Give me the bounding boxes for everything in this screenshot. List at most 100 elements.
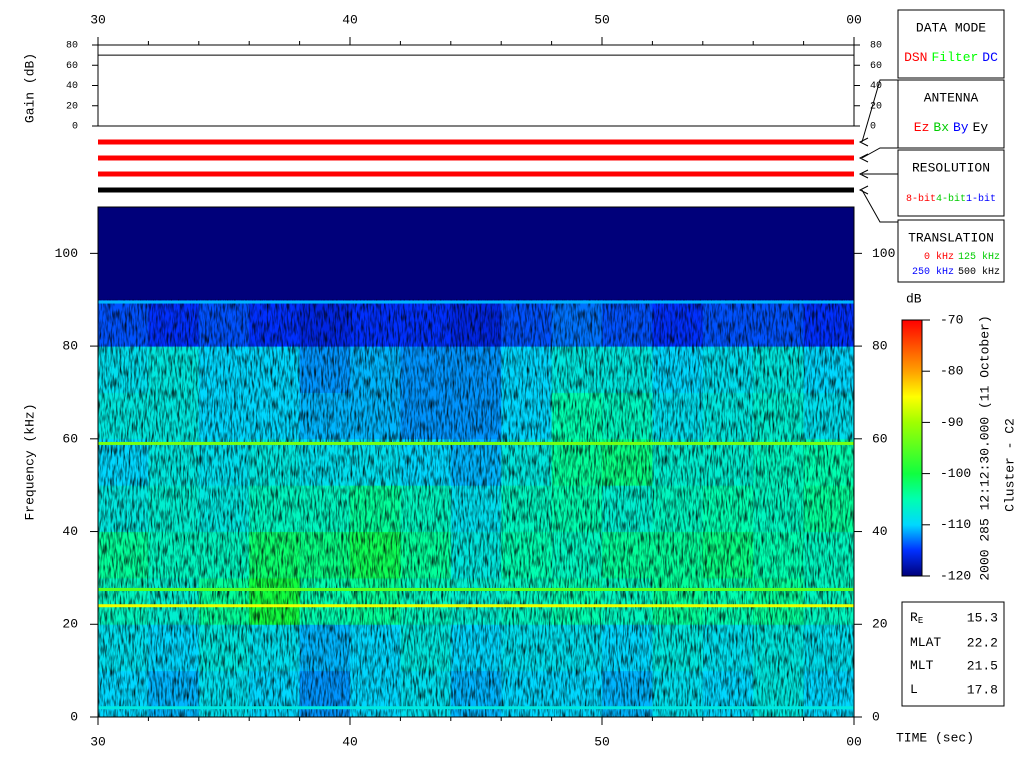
gain-axis-label: Gain (dB) (22, 53, 37, 123)
y-tick-label: 20 (872, 617, 888, 632)
ephemeris-label-sub: E (918, 616, 923, 626)
heat-cell (299, 207, 351, 301)
caption-date: 2000 285 12:12:30.000 (11 October) (977, 315, 992, 580)
legend-row: Ez Bx By Ey (914, 120, 989, 135)
legend-entry: 0 kHz (924, 251, 954, 263)
legend-title: RESOLUTION (912, 160, 990, 175)
connectors (861, 79, 898, 223)
ephemeris-value: 22.2 (967, 635, 998, 650)
colorbar-title: dB (906, 291, 922, 306)
ephemeris-label-text: MLT (910, 658, 934, 673)
y-tick-label: 20 (870, 101, 882, 112)
x-tick-label: 50 (594, 12, 610, 27)
caption-spacecraft: Cluster - C2 (1002, 418, 1017, 512)
legend-row: 0 kHz 125 kHz (924, 251, 1000, 263)
colorbar-tick-label: -80 (940, 364, 963, 379)
x-tick-label: 00 (846, 734, 862, 749)
legend-title: DATA MODE (916, 20, 986, 35)
y-tick-label: 80 (870, 41, 882, 52)
y-tick-label: 40 (870, 81, 882, 92)
spectrogram-area (98, 207, 854, 717)
legend-title: TRANSLATION (908, 230, 994, 245)
heat-cell (350, 207, 401, 301)
ephemeris-label-text: MLAT (910, 635, 941, 650)
y-tick-label: 100 (872, 246, 895, 261)
legend-title: ANTENNA (924, 90, 979, 105)
ephemeris-label: L (910, 682, 918, 697)
y-tick-label: 80 (872, 339, 888, 354)
emission-line (98, 604, 854, 608)
ephemeris-label: RE (910, 610, 923, 626)
emission-line (98, 588, 854, 591)
heat-cell (803, 207, 854, 301)
legend-entry: Ez (914, 120, 930, 135)
heat-cell (702, 207, 754, 301)
colorbar-tick-label: -90 (940, 415, 963, 430)
legend-entry: By (953, 120, 969, 135)
legend-entry: 500 kHz (958, 266, 1000, 278)
y-tick-label: 40 (62, 524, 78, 539)
status-bar (98, 139, 854, 145)
legend-entry: DSN (904, 50, 927, 65)
ephemeris-label: MLT (910, 658, 934, 673)
ephemeris-label-text: L (910, 682, 918, 697)
emission-line (98, 706, 854, 710)
connector (861, 147, 898, 159)
y-tick-label: 0 (872, 709, 880, 724)
heat-cell (98, 207, 149, 301)
emission-line (98, 300, 854, 304)
x-tick-label: 40 (342, 12, 358, 27)
heat-cell (602, 207, 653, 301)
x-tick-label: 50 (594, 734, 610, 749)
y-tick-label: 60 (66, 61, 78, 72)
y-tick-label: 100 (55, 246, 78, 261)
y-tick-label: 40 (872, 524, 888, 539)
legend-entry: DC (982, 50, 998, 65)
y-tick-label: 60 (62, 431, 78, 446)
legend-entry: 1-bit (966, 193, 996, 205)
legend-box (897, 79, 1005, 149)
status-bar (98, 187, 854, 193)
status-bar (98, 155, 854, 161)
legend-row: DSN Filter DC (904, 50, 998, 65)
colorbar (901, 319, 923, 577)
y-tick-label: 20 (62, 617, 78, 632)
y-tick-label: 80 (66, 41, 78, 52)
y-tick-label: 80 (62, 339, 78, 354)
heat-cell (400, 207, 452, 301)
colorbar-tick-label: -70 (940, 312, 963, 327)
ephemeris-value: 15.3 (967, 610, 998, 625)
emission-line (98, 441, 854, 445)
heat-cell (501, 207, 553, 301)
heat-cell (148, 207, 200, 301)
y-tick-label: 20 (66, 101, 78, 112)
legend-entry: 250 kHz (912, 266, 954, 278)
legend-row: 8-bit4-bit1-bit (906, 193, 996, 205)
ephemeris-value: 21.5 (967, 658, 998, 673)
x-tick-label: 30 (90, 734, 106, 749)
noise-texture (98, 299, 854, 717)
legend-entry: Bx (933, 120, 949, 135)
legend-row: 250 kHz 500 kHz (912, 266, 1000, 278)
x-tick-label: 00 (846, 12, 862, 27)
y-tick-label: 40 (66, 81, 78, 92)
ephemeris-label-text: R (910, 610, 918, 625)
y-tick-label: 0 (70, 709, 78, 724)
legend-entry: Filter (931, 50, 978, 65)
y-tick-label: 60 (872, 431, 888, 446)
legend-entry: 8-bit (906, 193, 936, 205)
legend-entry: Ey (973, 120, 989, 135)
heat-cell (652, 207, 704, 301)
ephemeris-box (901, 601, 1005, 707)
colorbar-tick-label: -110 (940, 517, 971, 532)
legend-box (897, 9, 1005, 79)
heat-cell (551, 207, 603, 301)
y-tick-label: 60 (870, 61, 882, 72)
y-tick-label: 0 (870, 122, 876, 133)
legend-box (897, 149, 1005, 217)
time-axis-label: TIME (sec) (896, 730, 974, 745)
gain-frame (97, 44, 855, 127)
status-arrow (858, 169, 869, 179)
